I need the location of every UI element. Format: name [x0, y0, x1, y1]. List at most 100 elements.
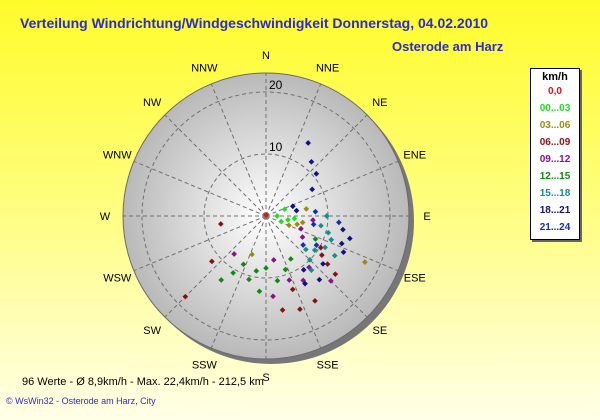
wind-point — [217, 221, 224, 227]
wind-point — [230, 270, 236, 276]
legend-entry: 00...03 — [539, 103, 571, 114]
direction-label: WNW — [103, 149, 132, 161]
wind-point — [312, 208, 319, 215]
wind-point — [281, 206, 288, 213]
legend-entry: 12...15 — [539, 171, 571, 182]
direction-label: NNE — [316, 62, 339, 74]
direction-spoke — [133, 160, 267, 217]
direction-label: SW — [143, 325, 161, 337]
wind-point — [316, 276, 323, 283]
wind-point — [310, 221, 317, 228]
wind-point — [209, 258, 215, 265]
wind-point — [311, 247, 318, 253]
direction-spoke — [164, 114, 267, 217]
wind-point — [318, 222, 324, 229]
wind-point — [274, 277, 281, 284]
wind-point — [322, 244, 328, 251]
direction-label: ESE — [404, 273, 426, 285]
wind-point — [303, 246, 309, 253]
wind-point — [336, 219, 342, 226]
wind-point — [305, 140, 311, 146]
direction-label: SSE — [317, 360, 339, 372]
summary-stats: 96 Werte - Ø 8,9km/h - Max. 22,4km/h - 2… — [22, 376, 264, 388]
wind-point — [240, 261, 247, 268]
wind-point — [297, 306, 303, 313]
direction-spoke — [265, 160, 399, 217]
legend-entry: 03...06 — [539, 120, 571, 131]
wind-point — [307, 257, 313, 263]
footer-credit: © WsWin32 - Osterode am Harz, City — [6, 396, 156, 406]
legend-entry: 0,0 — [548, 86, 562, 97]
wind-point — [300, 242, 306, 248]
wind-point — [270, 257, 277, 263]
wind-point — [285, 217, 291, 223]
wind-point — [298, 225, 304, 232]
direction-label: NNW — [191, 62, 218, 74]
wind-point — [308, 159, 315, 165]
direction-spoke — [265, 83, 322, 217]
direction-label: NW — [143, 97, 162, 109]
range-label: 20 — [269, 78, 283, 92]
chart-title: Verteilung Windrichtung/Windgeschwindigk… — [20, 15, 489, 31]
wind-point — [325, 229, 332, 236]
direction-spoke — [265, 114, 368, 217]
wind-point — [332, 271, 339, 278]
direction-label: SE — [373, 325, 388, 337]
wind-point — [263, 211, 269, 218]
wind-point — [263, 265, 269, 271]
wind-point — [270, 293, 276, 300]
direction-label: S — [262, 372, 269, 384]
wind-point — [309, 186, 316, 193]
wind-point — [362, 259, 368, 265]
direction-label: NE — [372, 97, 387, 109]
wind-point — [323, 213, 330, 219]
wind-point — [182, 293, 189, 300]
direction-spoke — [133, 215, 267, 272]
wind-point — [231, 251, 237, 257]
direction-spoke — [164, 215, 267, 318]
legend-unit: km/h — [542, 71, 568, 83]
wind-point — [279, 307, 286, 313]
wind-point — [328, 278, 334, 284]
wind-point — [320, 260, 326, 267]
wind-point — [289, 203, 296, 210]
wind-point — [286, 277, 293, 283]
direction-label: ENE — [403, 149, 426, 161]
wind-point — [300, 267, 307, 273]
wind-point — [218, 277, 225, 283]
wind-point — [286, 222, 292, 229]
wind-point — [340, 226, 346, 233]
wind-point — [282, 266, 289, 273]
legend-entry: 21...24 — [539, 222, 571, 233]
direction-label: WSW — [103, 273, 132, 285]
wind-point — [313, 242, 320, 248]
wind-point — [308, 267, 315, 273]
wind-point — [291, 215, 298, 222]
range-label: 10 — [269, 140, 283, 154]
direction-spoke — [210, 215, 267, 349]
wind-point — [324, 261, 331, 267]
wind-point — [328, 236, 335, 243]
wind-point — [312, 236, 319, 242]
wind-point — [274, 213, 280, 219]
range-ring — [141, 91, 391, 341]
speed-legend: km/h 0,0 00...03 03...06 06...09 09...12 12..… — [530, 68, 580, 240]
wind-point — [310, 217, 316, 223]
wind-point — [331, 252, 338, 259]
wind-point — [319, 252, 325, 258]
wind-point — [312, 298, 318, 304]
wind-point — [289, 286, 296, 293]
wind-point — [303, 206, 310, 212]
direction-label: N — [262, 50, 270, 62]
legend-entry: 09...12 — [539, 154, 571, 165]
wind-point — [302, 280, 308, 287]
direction-spoke — [265, 215, 322, 349]
wind-point — [278, 218, 284, 225]
legend-entry: 15...18 — [539, 188, 571, 199]
wind-point — [253, 268, 260, 274]
wind-point — [293, 207, 300, 214]
direction-label: E — [423, 211, 430, 223]
wind-point — [299, 219, 306, 226]
